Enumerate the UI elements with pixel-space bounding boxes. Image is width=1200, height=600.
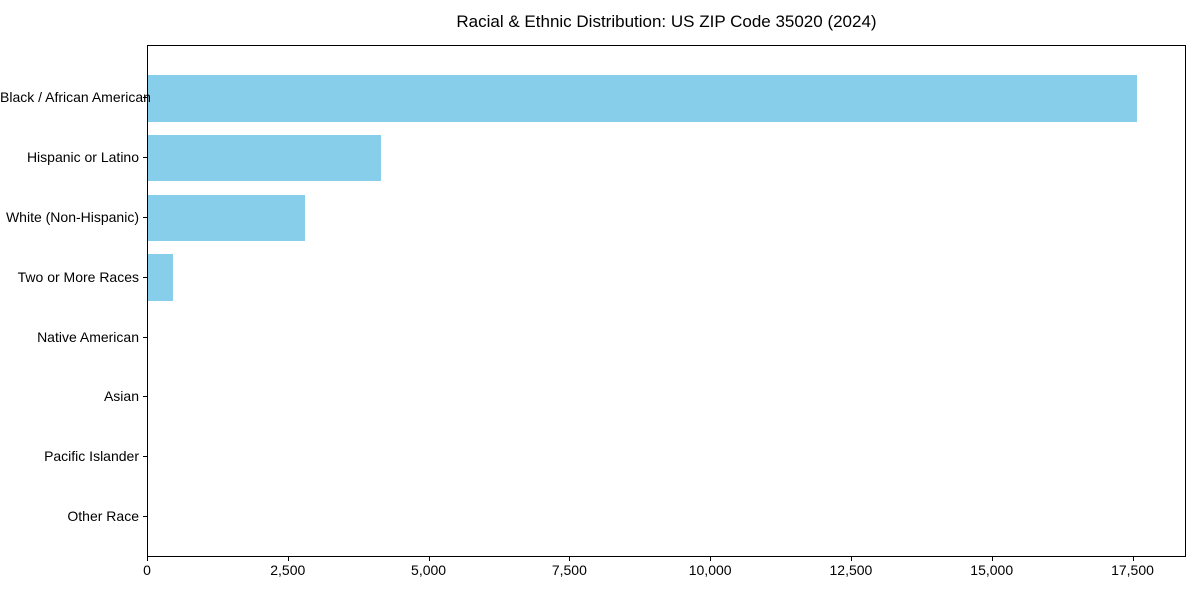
x-axis-tick-label: 2,500 [270,562,306,578]
y-axis-label: Hispanic or Latino [26,149,139,166]
bar [148,194,305,242]
x-tick-mark [147,557,148,561]
y-axis-label: Asian [103,388,139,405]
bar [148,75,1138,122]
x-axis-tick-label: 0 [143,562,151,578]
x-axis-tick-label: 15,000 [970,562,1014,578]
x-axis-tick-label: 7,500 [551,562,587,578]
bar [148,134,381,182]
x-axis-tick-label: 12,500 [829,562,873,578]
x-tick-mark [710,557,712,561]
x-tick-mark [850,557,852,561]
x-axis-tick-label: 5,000 [411,562,447,578]
x-axis-tick-label: 10,000 [688,562,732,578]
y-axis-label: Other Race [67,507,139,524]
x-tick-mark [428,557,430,561]
y-tick-mark [143,216,147,218]
chart-title: Racial & Ethnic Distribution: US ZIP Cod… [456,12,877,31]
plot-area [147,45,1186,557]
y-tick-mark [143,97,147,99]
bar [148,254,173,301]
x-axis-tick-label: 17,500 [1111,562,1154,578]
x-tick-mark [569,557,571,561]
y-axis-label: Native American [37,328,139,345]
y-tick-mark [143,515,147,517]
y-tick-mark [143,157,147,159]
y-tick-mark [143,276,147,278]
x-tick-mark [991,557,993,561]
y-axis-label: Black / African American [0,89,151,106]
x-tick-mark [1132,557,1134,561]
x-tick-mark [287,557,289,561]
y-axis-label: Two or More Races [17,268,139,285]
y-axis-label: Pacific Islander [44,448,139,465]
y-tick-mark [143,336,147,338]
y-tick-mark [143,456,147,458]
y-tick-mark [143,396,147,398]
y-axis-label: White (Non-Hispanic) [5,208,139,225]
